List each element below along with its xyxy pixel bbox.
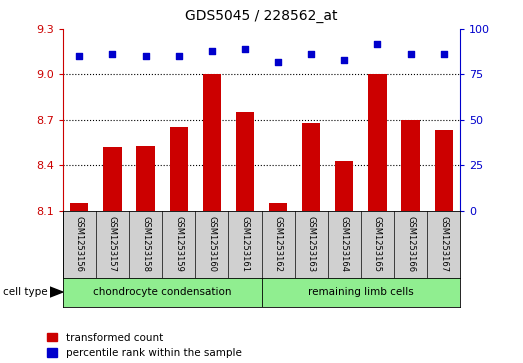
Polygon shape [50, 287, 63, 297]
Text: GSM1253166: GSM1253166 [406, 216, 415, 272]
Bar [262, 278, 460, 307]
Text: remaining limb cells: remaining limb cells [308, 287, 414, 297]
Point [340, 57, 348, 63]
Bar [70, 203, 88, 211]
Legend: transformed count, percentile rank within the sample: transformed count, percentile rank withi… [47, 333, 242, 358]
Text: GSM1253158: GSM1253158 [141, 216, 150, 272]
Bar [63, 278, 262, 307]
Text: GSM1253164: GSM1253164 [340, 216, 349, 272]
Point [307, 52, 315, 57]
Bar [269, 203, 287, 211]
Point [75, 53, 84, 59]
Text: GSM1253162: GSM1253162 [274, 216, 282, 272]
Text: GSM1253156: GSM1253156 [75, 216, 84, 272]
Point [108, 52, 117, 57]
Bar [137, 146, 155, 211]
Text: GSM1253161: GSM1253161 [241, 216, 249, 272]
Bar [335, 160, 354, 211]
Point [406, 52, 415, 57]
Bar [203, 74, 221, 211]
Bar [104, 147, 121, 211]
Text: chondrocyte condensation: chondrocyte condensation [93, 287, 231, 297]
Text: GSM1253159: GSM1253159 [174, 216, 183, 272]
Point [208, 48, 216, 54]
Bar [302, 123, 320, 211]
Point [439, 52, 448, 57]
Point [241, 46, 249, 52]
Text: GSM1253157: GSM1253157 [108, 216, 117, 272]
Point [141, 53, 150, 59]
Text: GSM1253167: GSM1253167 [439, 216, 448, 272]
Bar [435, 130, 453, 211]
Point [274, 59, 282, 65]
Bar [368, 74, 386, 211]
Text: cell type: cell type [3, 287, 47, 297]
Bar [402, 120, 419, 211]
Point [175, 53, 183, 59]
Point [373, 41, 382, 46]
Text: GSM1253160: GSM1253160 [207, 216, 217, 272]
Bar [236, 112, 254, 211]
Text: GDS5045 / 228562_at: GDS5045 / 228562_at [185, 9, 338, 23]
Text: GSM1253165: GSM1253165 [373, 216, 382, 272]
Text: GSM1253163: GSM1253163 [306, 216, 316, 272]
Bar [169, 127, 188, 211]
